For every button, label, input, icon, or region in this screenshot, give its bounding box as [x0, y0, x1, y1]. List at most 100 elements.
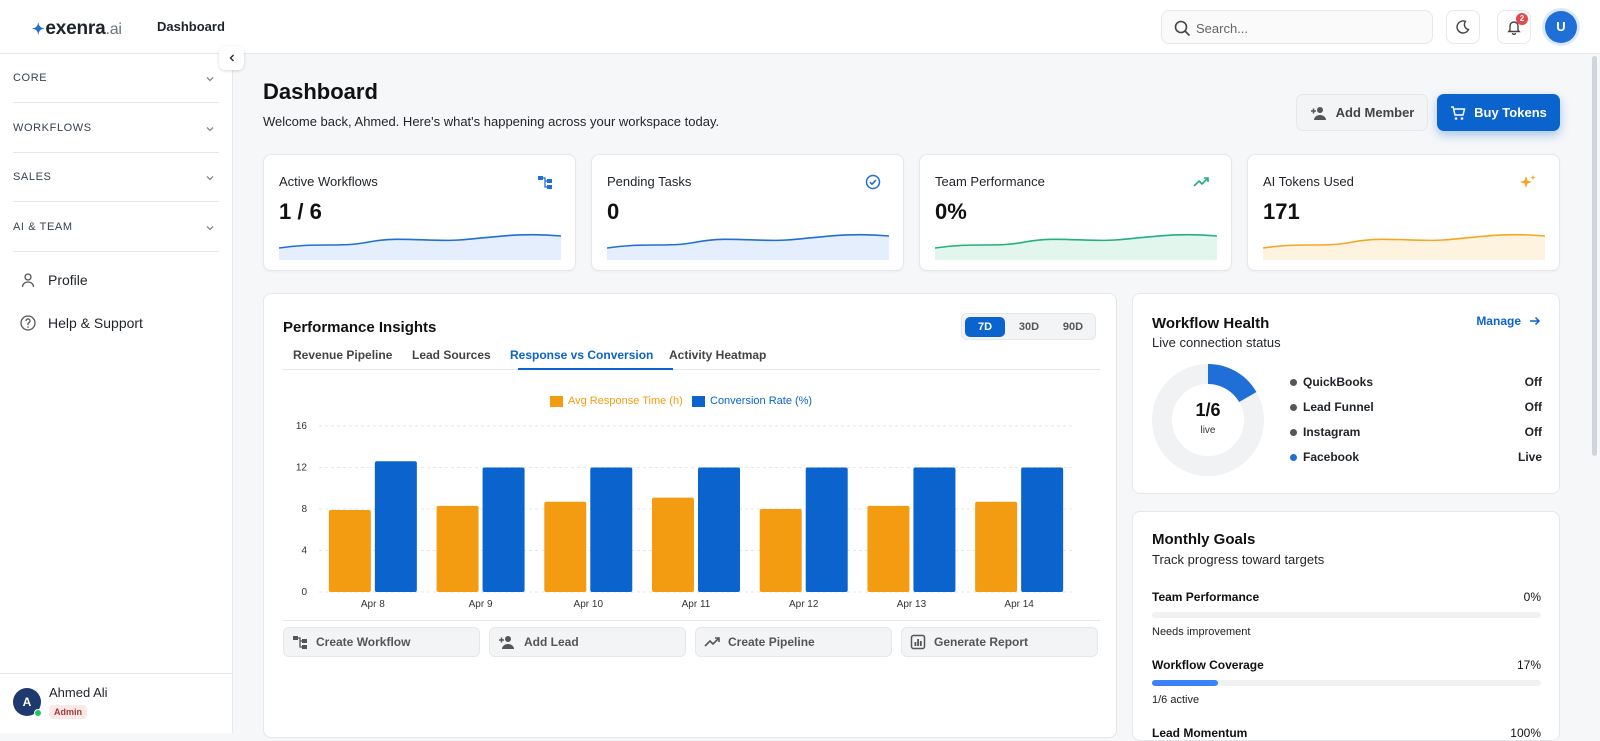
- cart-icon: [1451, 105, 1466, 120]
- app-logo[interactable]: ✦exenra.ai: [32, 18, 122, 39]
- page-subtitle: Welcome back, Ahmed. Here's what's happe…: [263, 114, 720, 129]
- chevron-left-icon: [228, 54, 234, 62]
- x-tick-label: Apr 10: [574, 599, 604, 610]
- sparkles-icon: [1520, 175, 1536, 188]
- bar-response[interactable]: [759, 509, 802, 592]
- card-title: Workflow Health: [1152, 315, 1270, 332]
- top-page-title: Dashboard: [157, 19, 225, 34]
- create-pipeline-button[interactable]: Create Pipeline: [695, 627, 892, 657]
- status-dot: [1290, 454, 1297, 461]
- range-90d-button[interactable]: 90D: [1062, 321, 1084, 333]
- range-7d-button[interactable]: 7D: [965, 317, 1005, 337]
- live-donut: 1/6 live: [1152, 364, 1264, 476]
- tab-lead-sources[interactable]: Lead Sources: [412, 348, 491, 362]
- x-tick-label: Apr 14: [1004, 599, 1034, 610]
- sidebar-user[interactable]: A Ahmed Ali Admin: [0, 673, 233, 733]
- workflow-health-card: Workflow Health Live connection status M…: [1132, 293, 1560, 494]
- workflow-icon: [538, 176, 552, 189]
- trending-up-icon: [1193, 177, 1209, 187]
- moon-icon: [1456, 20, 1470, 34]
- add-user-icon: [499, 636, 514, 649]
- x-tick-label: Apr 8: [361, 599, 385, 610]
- progress-fill: [1152, 680, 1219, 686]
- connection-lead-funnel[interactable]: Lead Funnel Off: [1290, 399, 1542, 417]
- chevron-down-icon: [206, 226, 214, 231]
- workflow-icon: [293, 636, 307, 649]
- collapse-sidebar-button[interactable]: [219, 46, 244, 70]
- add-member-button[interactable]: Add Member: [1296, 94, 1428, 131]
- sparkle-icon: ✦: [32, 21, 45, 38]
- progress-bar: [1152, 612, 1541, 618]
- tab-response-vs-conversion[interactable]: Response vs Conversion: [510, 348, 654, 362]
- user-avatar[interactable]: U: [1545, 11, 1577, 43]
- search-box[interactable]: [1161, 10, 1433, 44]
- manage-link[interactable]: Manage: [1476, 314, 1541, 328]
- buy-tokens-button[interactable]: Buy Tokens: [1437, 94, 1560, 131]
- role-badge: Admin: [49, 705, 87, 719]
- bar-response[interactable]: [544, 501, 587, 592]
- chevron-down-icon: [206, 77, 214, 82]
- bar-response[interactable]: [436, 505, 479, 592]
- connection-quickbooks[interactable]: QuickBooks Off: [1290, 374, 1542, 392]
- online-status-dot: [34, 709, 42, 717]
- stat-card-active-workflows[interactable]: Active Workflows 1 / 6: [263, 154, 576, 271]
- bar-conversion[interactable]: [1021, 467, 1064, 593]
- search-input[interactable]: [1196, 17, 1422, 39]
- bar-conversion[interactable]: [590, 467, 633, 593]
- donut-chart: [1152, 364, 1264, 476]
- sidebar-section-core[interactable]: CORE: [13, 54, 219, 103]
- notifications-button[interactable]: 2: [1497, 10, 1531, 44]
- range-selector: 7D 30D 90D: [961, 313, 1096, 340]
- tab-activity-heatmap[interactable]: Activity Heatmap: [669, 348, 767, 362]
- x-tick-label: Apr 12: [789, 599, 819, 610]
- bar-conversion[interactable]: [805, 467, 848, 593]
- range-30d-button[interactable]: 30D: [1018, 321, 1040, 333]
- monthly-goals-card: Monthly Goals Track progress toward targ…: [1132, 511, 1560, 741]
- generate-report-button[interactable]: Generate Report: [901, 627, 1098, 657]
- y-tick-label: 16: [296, 421, 308, 432]
- quick-actions: Create Workflow Add Lead Create Pipeline…: [283, 620, 1100, 660]
- x-tick-label: Apr 13: [897, 599, 927, 610]
- y-tick-label: 12: [296, 463, 308, 474]
- bar-conversion[interactable]: [482, 467, 525, 593]
- tab-revenue-pipeline[interactable]: Revenue Pipeline: [293, 348, 393, 362]
- sparkline-chart: [1263, 233, 1545, 260]
- sidebar-item-help[interactable]: Help & Support: [20, 311, 143, 335]
- trending-up-icon: [704, 637, 720, 647]
- page-title: Dashboard: [263, 79, 378, 104]
- stat-card-ai-tokens[interactable]: AI Tokens Used 171: [1247, 154, 1560, 271]
- user-name: Ahmed Ali: [49, 685, 108, 700]
- sidebar-section-sales[interactable]: SALES: [13, 153, 219, 202]
- bar-response[interactable]: [975, 501, 1018, 592]
- stat-card-team-performance[interactable]: Team Performance 0%: [919, 154, 1232, 271]
- legend-item-conversion[interactable]: Conversion Rate (%): [692, 395, 812, 407]
- bar-response[interactable]: [652, 497, 694, 592]
- bar-response[interactable]: [867, 505, 910, 592]
- bar-response[interactable]: [328, 510, 371, 592]
- user-icon: [21, 273, 35, 288]
- bar-conversion[interactable]: [913, 467, 956, 593]
- insights-tabs: Revenue Pipeline Lead Sources Response v…: [283, 344, 1100, 370]
- chevron-down-icon: [206, 127, 214, 132]
- card-title: Monthly Goals: [1152, 531, 1256, 548]
- stat-card-pending-tasks[interactable]: Pending Tasks 0: [591, 154, 904, 271]
- bell-icon: [1507, 21, 1521, 35]
- sidebar-section-ai-team[interactable]: AI & TEAM: [13, 203, 219, 252]
- active-tab-indicator: [518, 368, 673, 370]
- sidebar-item-profile[interactable]: Profile: [20, 268, 88, 292]
- y-tick-label: 8: [301, 504, 307, 515]
- connection-instagram[interactable]: Instagram Off: [1290, 424, 1542, 442]
- page-scrollbar[interactable]: [1592, 56, 1597, 456]
- search-icon: [1174, 20, 1190, 36]
- legend-item-response[interactable]: Avg Response Time (h): [550, 395, 683, 407]
- sidebar-section-workflows[interactable]: WORKFLOWS: [13, 104, 219, 153]
- add-user-icon: [1310, 106, 1326, 120]
- status-dot: [1290, 429, 1297, 436]
- bar-conversion[interactable]: [698, 467, 740, 593]
- create-workflow-button[interactable]: Create Workflow: [283, 627, 480, 657]
- bar-conversion[interactable]: [374, 461, 417, 592]
- y-tick-label: 0: [301, 587, 307, 598]
- connection-facebook[interactable]: Facebook Live: [1290, 449, 1542, 467]
- theme-toggle-button[interactable]: [1446, 10, 1480, 44]
- add-lead-button[interactable]: Add Lead: [489, 627, 686, 657]
